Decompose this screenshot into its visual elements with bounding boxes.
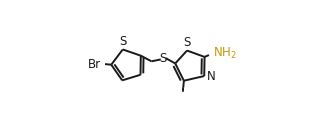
Text: Br: Br [88, 58, 101, 71]
Text: NH$_2$: NH$_2$ [213, 46, 237, 61]
Text: S: S [160, 52, 167, 65]
Text: S: S [183, 36, 191, 49]
Text: S: S [119, 35, 127, 48]
Text: N: N [206, 70, 215, 82]
